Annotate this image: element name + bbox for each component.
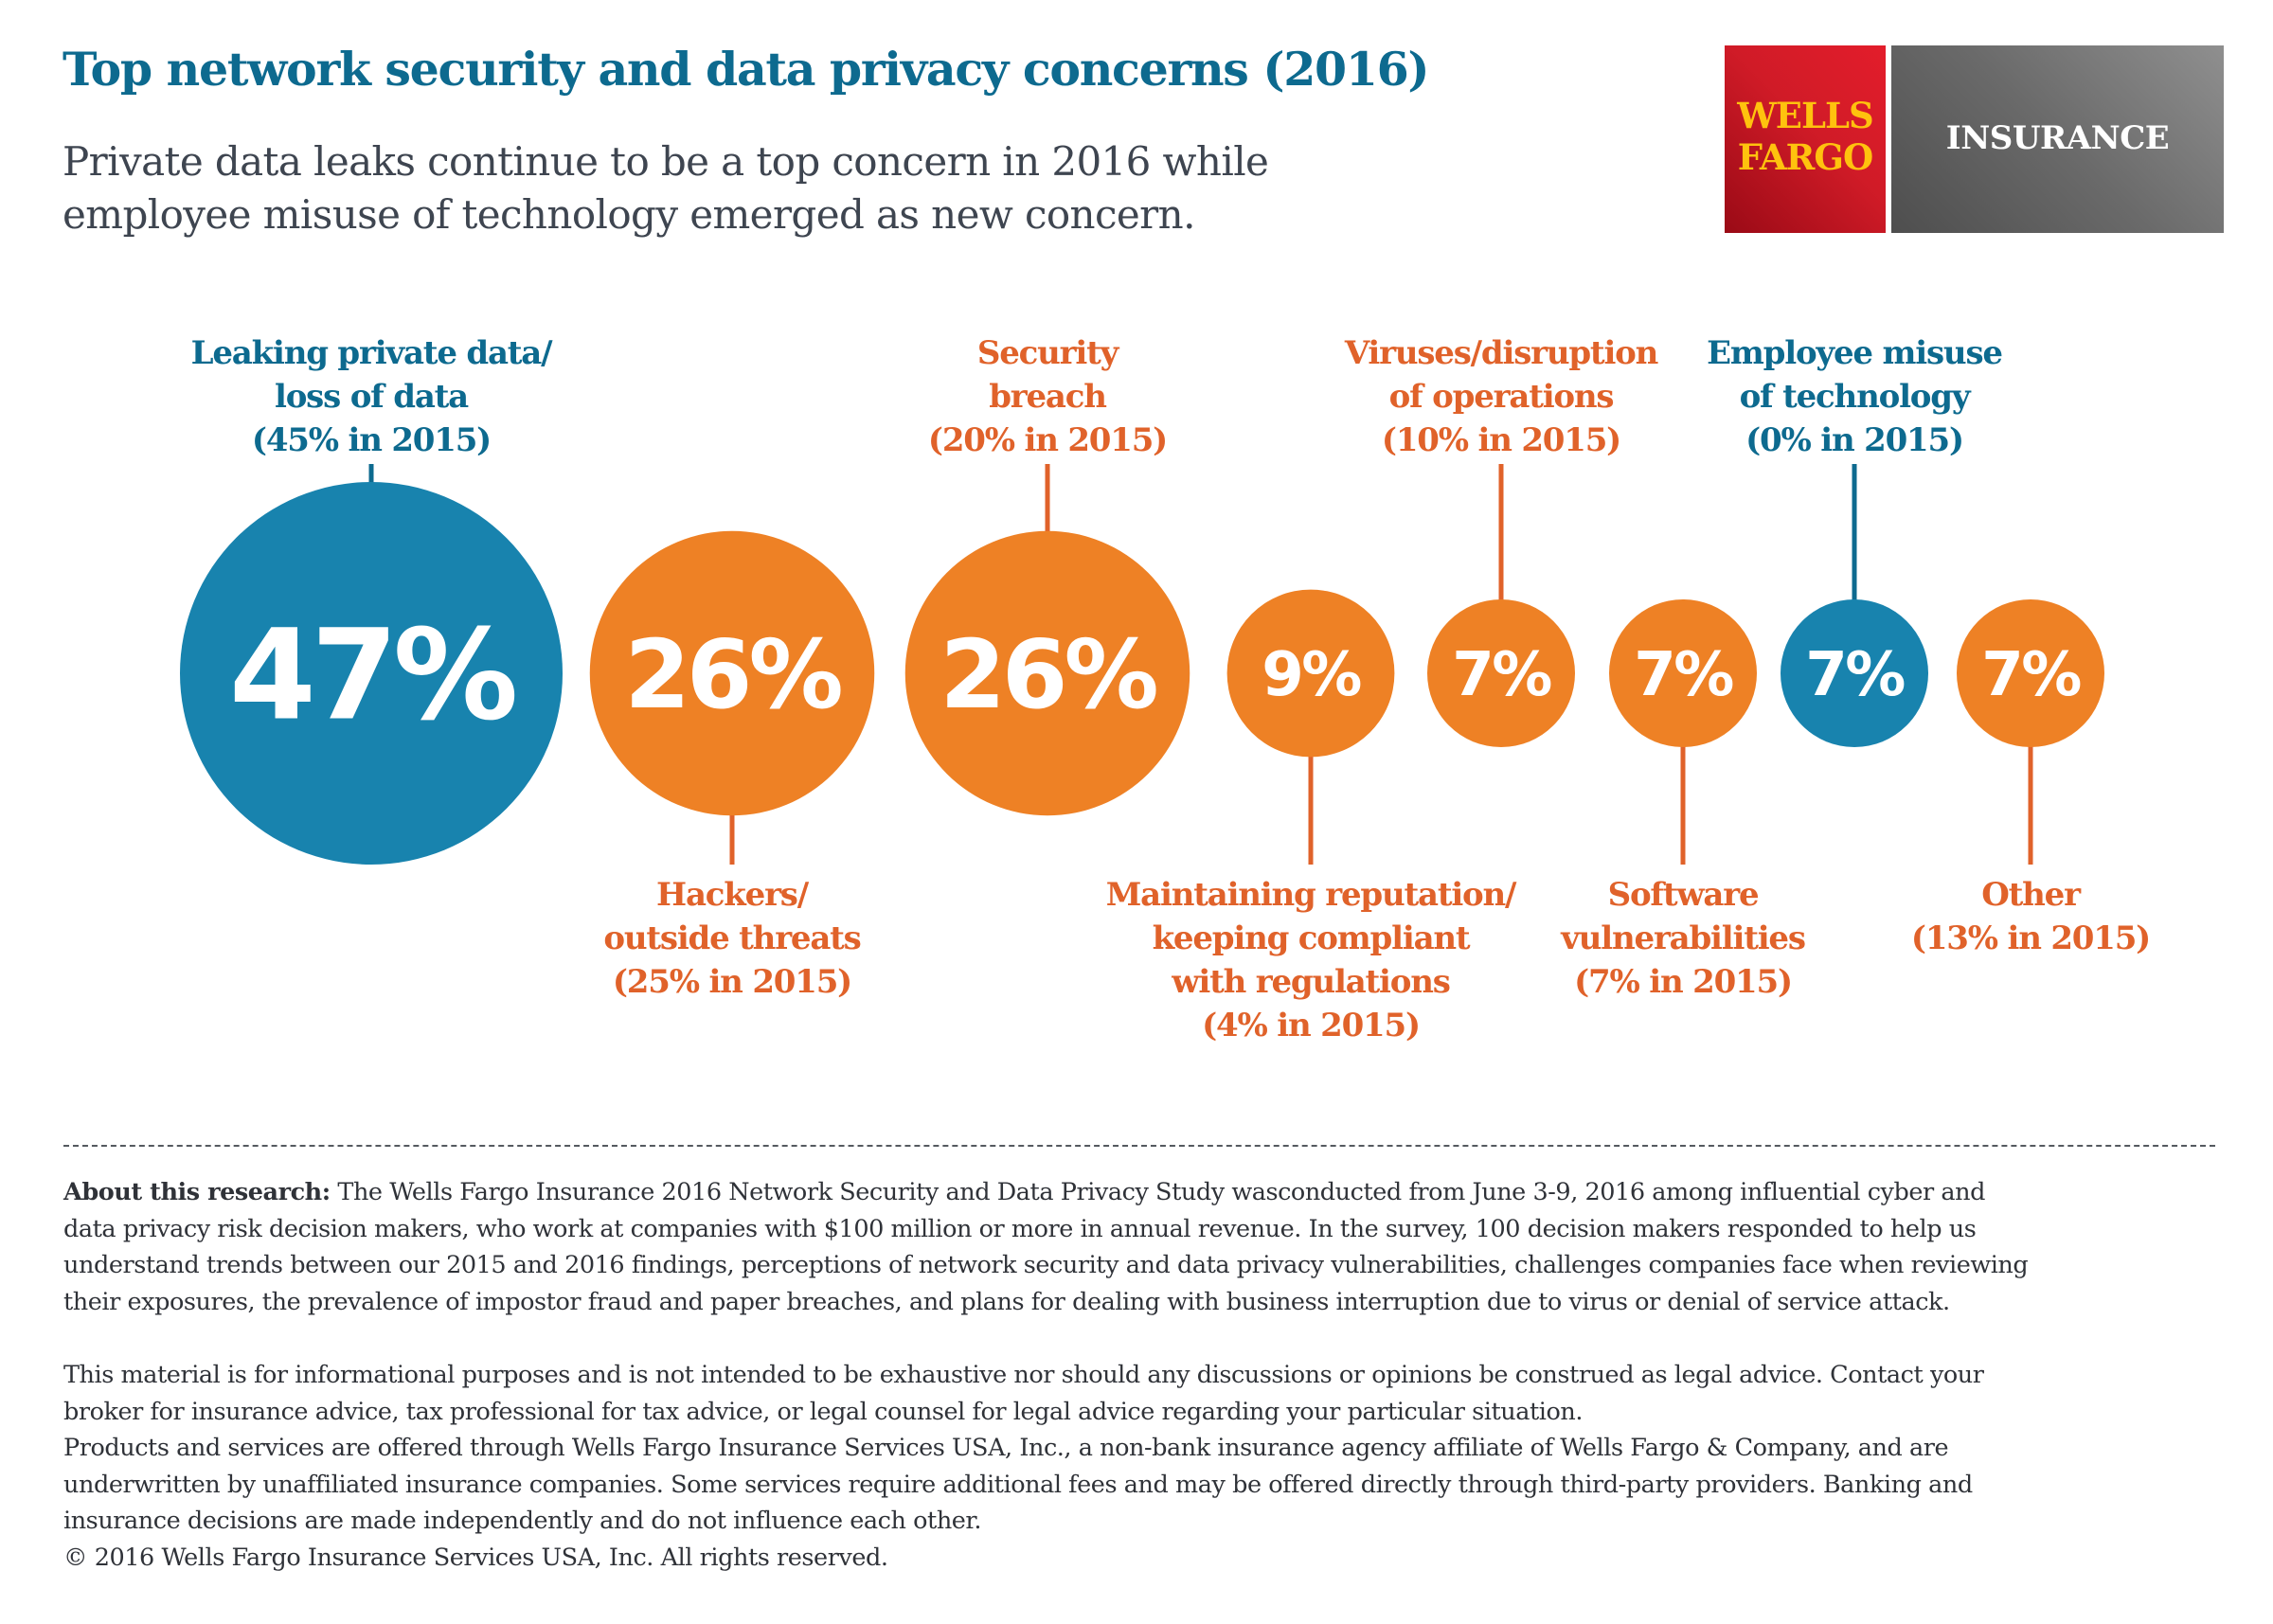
bubble-label-line: of technology [1739,378,1971,416]
bubble-label-line: Viruses/disruption [1344,334,1659,372]
bubble-category-label: Leaking private data/loss of data (45% in… [190,331,553,462]
bubble-label-line: Hackers/ [656,876,809,914]
bubble [904,530,1190,816]
disclaimer-line: This material is for informational purpo… [63,1361,1984,1389]
about-research-line: understand trends between our 2015 and 2… [63,1251,2029,1279]
bubble-label-line: Maintaining reputation/ [1105,876,1517,914]
bubble-category-label: Employee misuse of technology (0% in 2015) [1707,331,2003,462]
bubble-label-line: with regulations [1172,963,1451,1001]
bubble-label-line: (45% in 2015) [251,421,492,459]
subtitle-line: Private data leaks continue to be a top … [63,138,1269,185]
page-title: Top network security and data privacy co… [63,42,1430,97]
bubble-label-line: Security [976,334,1119,372]
footer-notes: About this research: The Wells Fargo Ins… [63,1174,2218,1576]
bubble-label-line: (20% in 2015) [927,421,1168,459]
bubble-chart: 47% 26% 26% 9% 7% 7% 7% 7% Leaking private data… [180,331,2151,1047]
wells-fargo-insurance-logo: WELLS FARGO INSURANCE [1725,45,2224,233]
disclaimer-line: Products and services are offered throug… [63,1434,1949,1462]
bubble-category-label: Maintaining reputation/keeping compliant… [1105,873,1517,1047]
subtitle-line: employee misuse of technology emerged as… [63,191,1195,238]
bubble-label-line: breach [989,378,1107,416]
bubble-label-line: (0% in 2015) [1745,421,1964,459]
about-research: About this research: The Wells Fargo Ins… [63,1174,2218,1211]
bubble-value-label: 47% [229,603,515,749]
disclaimer-line: underwritten by unaffiliated insurance c… [63,1470,1973,1499]
bubble-category-label: Software vulnerabilities (7% in 2015) [1561,873,1806,1004]
about-research-lead: About this research: [63,1178,331,1206]
bubble [1609,599,1757,747]
bubble [589,530,875,816]
bubble-label-line: keeping compliant [1152,919,1471,957]
bubble-label-line: (10% in 2015) [1381,421,1621,459]
page-subtitle: Private data leaks continue to be a top … [63,135,1388,241]
bubble-label-line: Other [1981,876,2081,914]
logo-product-block: INSURANCE [1891,45,2224,233]
bubble-value-label: 26% [624,619,841,730]
about-research-text: The Wells Fargo Insurance 2016 Network S… [330,1178,1986,1206]
bubble [1781,599,1928,747]
logo-brand-line: FARGO [1737,136,1873,178]
bubble-label-line: loss of data [274,378,469,416]
bubble-label-line: Software [1607,876,1760,914]
bubble-label-line: (4% in 2015) [1202,1007,1421,1044]
bubble-value-label: 7% [1452,640,1551,710]
bubble [1226,589,1395,758]
bubble-value-label: 9% [1262,640,1361,710]
bubble-category-label: Security breach (20% in 2015) [927,331,1168,462]
bubble-label-line: (7% in 2015) [1574,963,1793,1001]
about-research-line: data privacy risk decision makers, who w… [63,1214,1977,1243]
dashed-divider [63,1145,2215,1147]
bubble [1427,599,1575,747]
bubble-label-line: Employee misuse [1707,334,2003,372]
logo-product-text: INSURANCE [1945,119,2170,157]
bubble-value-label: 26% [940,619,1156,730]
bubble [1957,599,2104,747]
bubble-label-line: (13% in 2015) [1910,919,2151,957]
disclaimer-line: broker for insurance advice, tax profess… [63,1397,1584,1426]
bubble-value-label: 7% [1981,640,2081,710]
bubble-category-label: Viruses/disruption of operations (10% in 2… [1344,331,1659,462]
logo-brand-line: WELLS [1737,95,1874,136]
logo-brand-text: WELLS FARGO [1725,95,1886,178]
paragraph-gap [63,1320,2218,1357]
bubble-label-line: outside threats [603,919,861,957]
bubble-category-label: Other (13% in 2015) [1910,873,2151,960]
bubble-value-label: 7% [1634,640,1733,710]
disclaimer-line: insurance decisions are made independent… [63,1507,982,1535]
bubble-category-label: Hackers/outside threats (25% in 2015) [603,873,861,1004]
copyright-line: © 2016 Wells Fargo Insurance Services US… [63,1543,888,1572]
bubble-label-line: (25% in 2015) [612,963,852,1001]
logo-brand-block: WELLS FARGO [1725,45,1886,233]
bubble-label-line: of operations [1388,378,1615,416]
bubble-value-label: 7% [1805,640,1905,710]
bubble-chart-svg: 47% 26% 26% 9% 7% 7% 7% 7% [180,464,2104,865]
bubble-label-line: vulnerabilities [1561,919,1806,957]
bubble [180,482,563,865]
about-research-line: their exposures, the prevalence of impos… [63,1287,1950,1316]
bubble-label-line: Leaking private data/ [190,334,553,372]
